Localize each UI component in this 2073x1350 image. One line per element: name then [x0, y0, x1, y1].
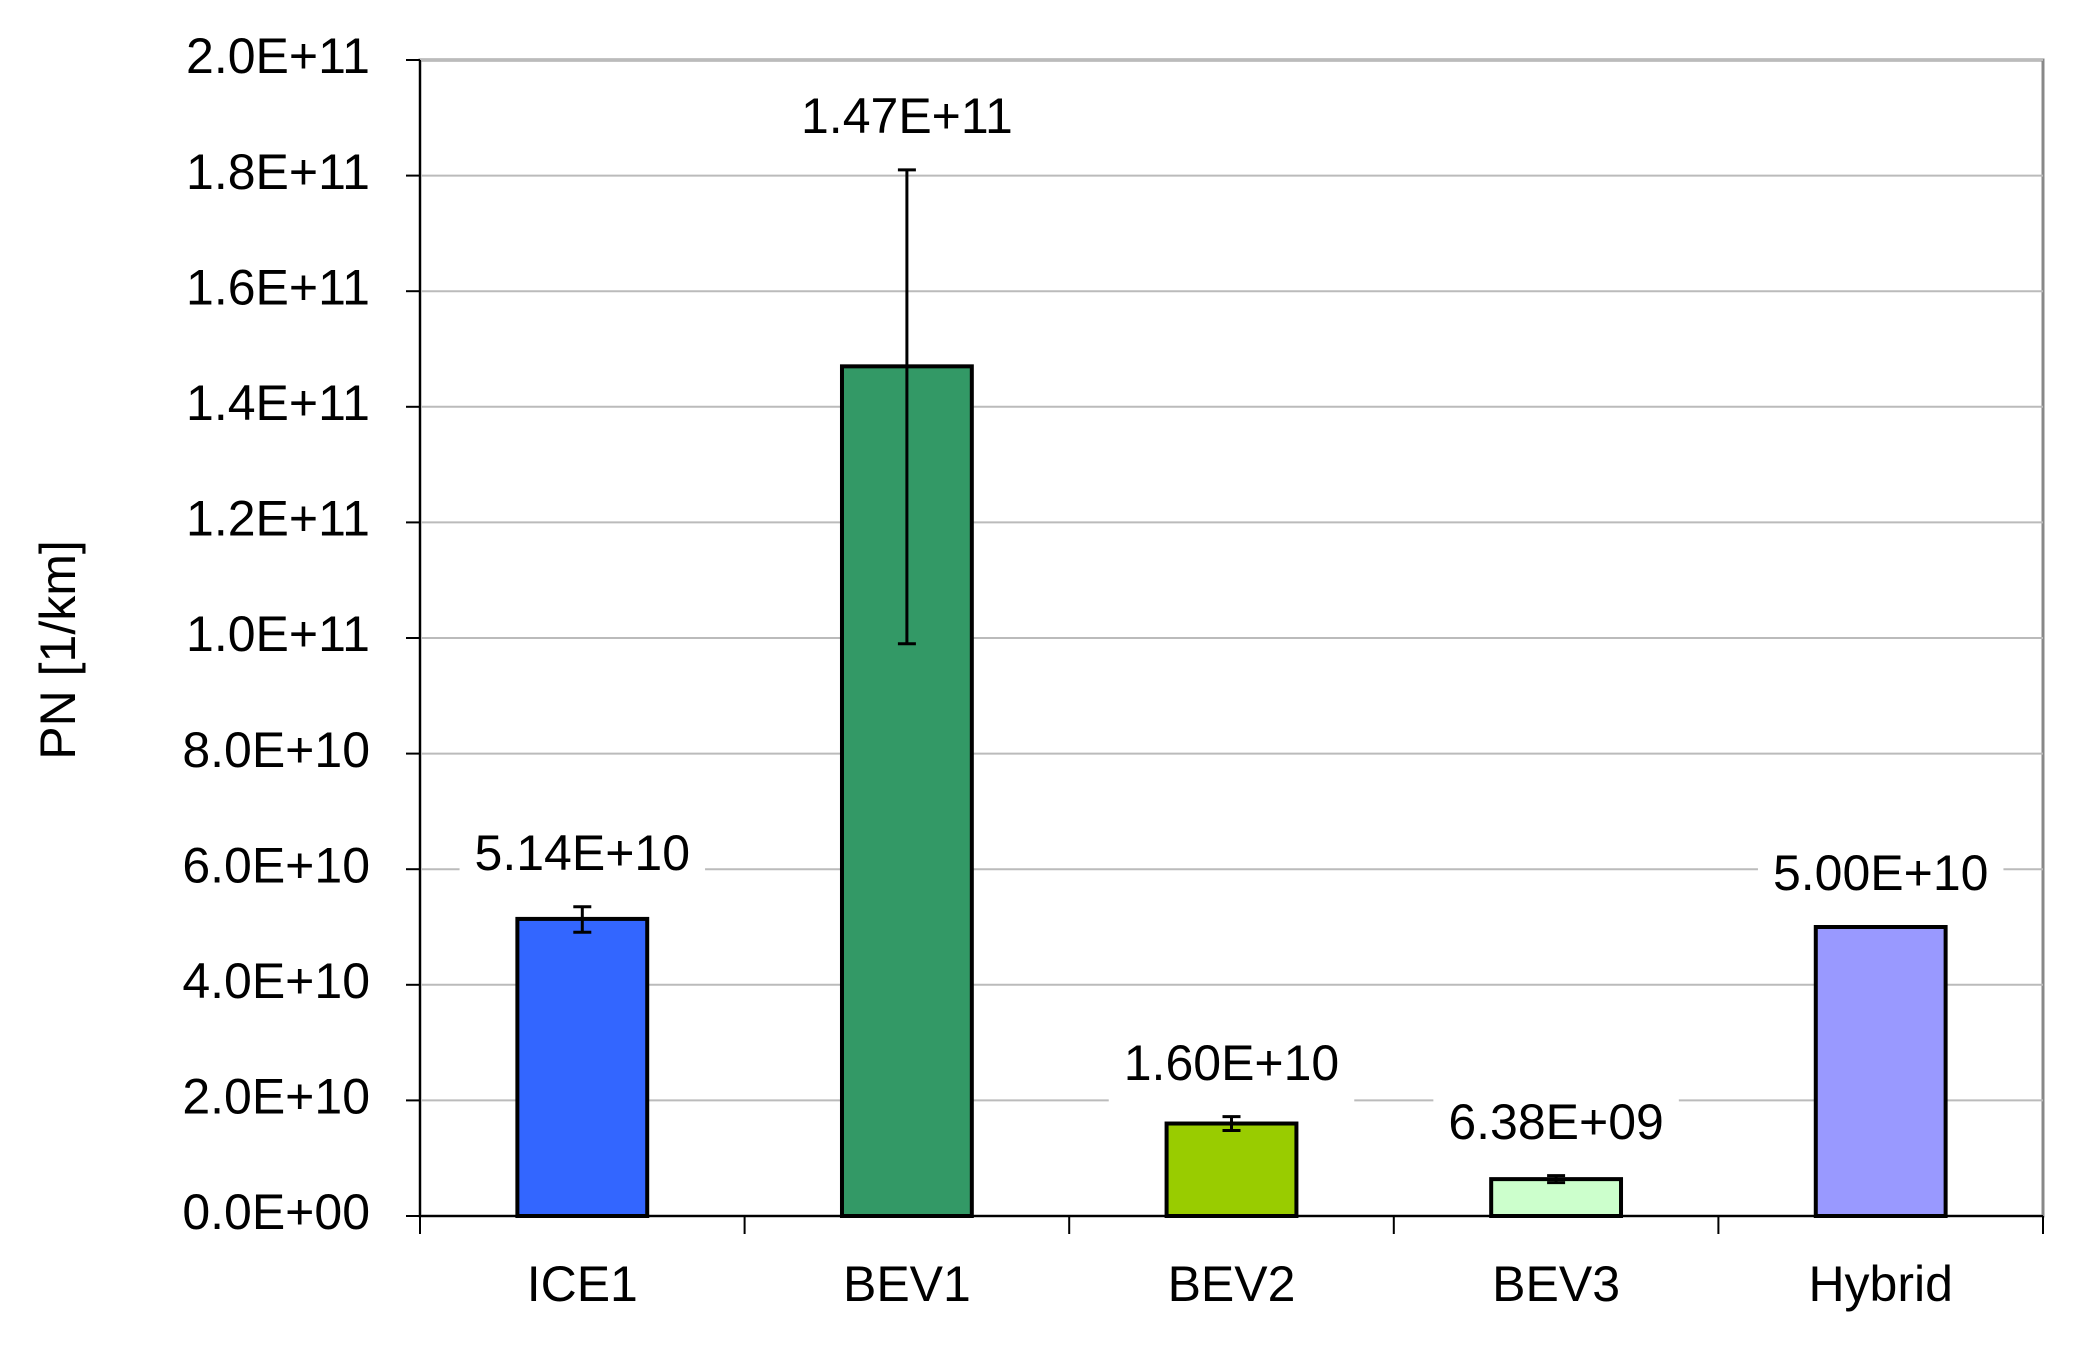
error-bar — [897, 168, 916, 646]
y-tick-label: 2.0E+11 — [186, 28, 370, 84]
y-tick-label: 4.0E+10 — [182, 953, 370, 1009]
y-tick-label: 2.0E+10 — [182, 1069, 370, 1125]
y-tick-label: 1.6E+11 — [186, 259, 370, 315]
value-label-bg — [1433, 1089, 1679, 1162]
x-tick-label: BEV2 — [1168, 1256, 1296, 1312]
bar — [515, 916, 650, 1219]
bar — [1164, 1121, 1299, 1219]
value-label: 5.14E+10 — [475, 825, 690, 881]
y-axis-label: PN [1/km] — [30, 540, 86, 759]
value-label-bg — [459, 820, 706, 893]
x-tick-label: Hybrid — [1808, 1256, 1952, 1312]
x-tick-label: BEV3 — [1492, 1256, 1620, 1312]
value-label: 6.38E+09 — [1448, 1094, 1663, 1150]
y-tick-label: 1.2E+11 — [186, 491, 370, 547]
value-label: 1.47E+11 — [801, 88, 1013, 144]
value-label-bg — [1757, 841, 2004, 913]
value-label: 1.60E+10 — [1124, 1035, 1339, 1091]
value-label-bg — [1108, 1030, 1355, 1103]
error-bar — [1547, 1174, 1566, 1185]
error-bar — [1222, 1115, 1241, 1132]
y-tick-label: 1.8E+11 — [186, 144, 370, 200]
error-bar — [573, 905, 592, 934]
bar — [1489, 1177, 1624, 1219]
y-tick-label: 1.0E+11 — [186, 606, 370, 662]
x-tick-label: BEV1 — [843, 1256, 971, 1312]
bar — [839, 364, 974, 1218]
y-tick-label: 6.0E+10 — [182, 837, 370, 893]
y-tick-label: 8.0E+10 — [182, 722, 370, 778]
x-tick-label: ICE1 — [527, 1256, 638, 1312]
value-label-bg — [786, 83, 1028, 156]
value-label: 5.00E+10 — [1773, 845, 1988, 901]
y-tick-label: 1.4E+11 — [186, 375, 370, 431]
y-tick-label: 0.0E+00 — [182, 1184, 370, 1240]
bar — [1813, 925, 1948, 1218]
